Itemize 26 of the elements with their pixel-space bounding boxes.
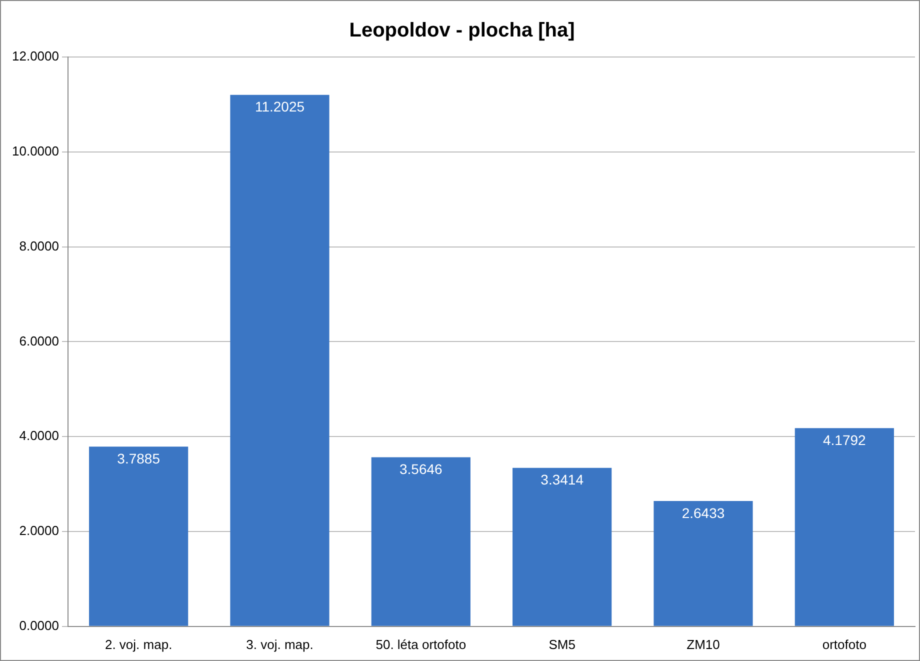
chart-title: Leopoldov - plocha [ha]: [349, 20, 575, 42]
data-label: 2.6433: [682, 504, 725, 521]
y-tick-label: 8.0000: [19, 238, 59, 254]
y-tick-label: 12.0000: [12, 48, 59, 64]
y-tick-label: 0.0000: [19, 618, 59, 633]
x-tick-label: ortofoto: [822, 636, 866, 652]
bar: [512, 468, 612, 626]
bar: [230, 94, 330, 626]
data-label: 4.1792: [823, 432, 866, 448]
data-label: 3.5646: [400, 461, 443, 478]
y-tick-label: 6.0000: [19, 333, 59, 348]
y-tick-label: 2.0000: [19, 523, 59, 538]
bar: [654, 500, 753, 626]
bar: [371, 457, 470, 626]
x-tick-label: 3. voj. map.: [246, 636, 314, 652]
bar: [794, 428, 894, 626]
data-label: 11.2025: [254, 98, 305, 115]
data-label: 3.3414: [540, 472, 584, 488]
y-tick-label: 4.0000: [19, 428, 59, 444]
x-tick-label: 2. voj. map.: [104, 636, 172, 652]
x-tick-label: 50. léta ortofoto: [376, 636, 466, 652]
y-tick-label: 10.0000: [12, 143, 59, 158]
x-tick-label: ZM10: [686, 636, 720, 652]
data-label: 3.7885: [117, 450, 160, 466]
bar: [89, 446, 188, 626]
x-tick-label: SM5: [548, 636, 576, 652]
